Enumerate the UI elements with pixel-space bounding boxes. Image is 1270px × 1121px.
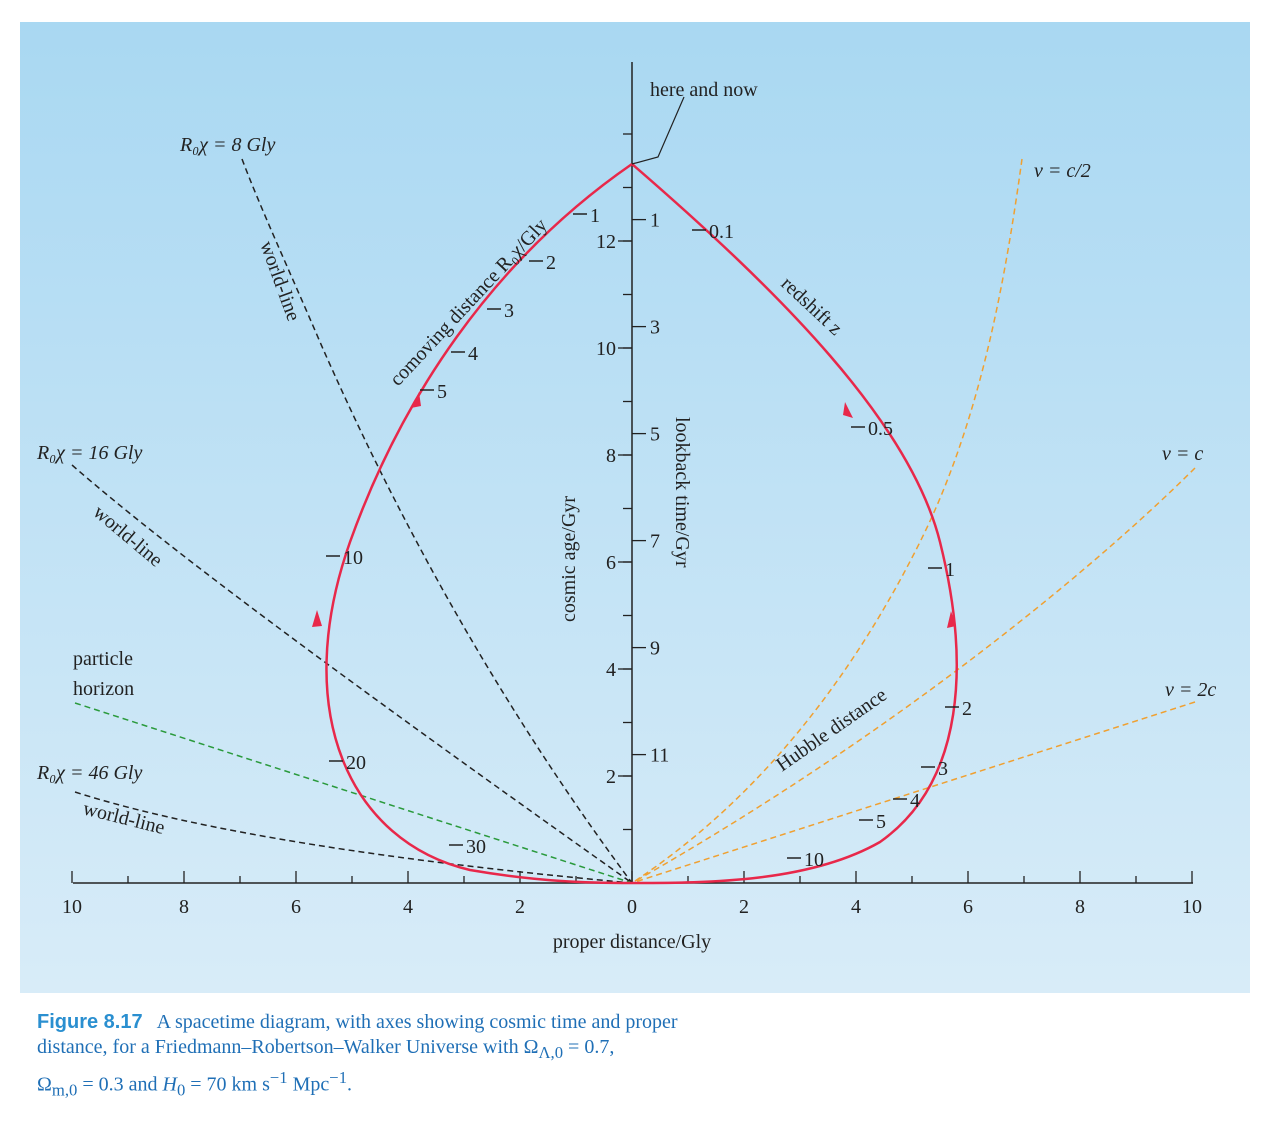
- caption-omega-lambda-sub: Λ,0: [538, 1043, 564, 1062]
- arrow-left-lower: [312, 610, 322, 627]
- caption-omega-m: Ω: [37, 1073, 52, 1096]
- particle-horizon-label-2: horizon: [73, 678, 134, 700]
- caption-end: .: [347, 1073, 353, 1096]
- caption-omega-lambda-val: = 0.7,: [563, 1036, 615, 1058]
- v-2c-label: v = 2c: [1165, 679, 1216, 701]
- x-tick-label: 4: [851, 896, 861, 918]
- worldline-8gly: [241, 158, 633, 884]
- lookback-tick-label: 5: [650, 424, 660, 446]
- redshift-tick-label: 0.1: [709, 221, 734, 243]
- x-tick-label: 6: [291, 896, 301, 918]
- r46-label: R₀χ = 46 Gly: [36, 762, 142, 784]
- lookback-tick-label: 1: [650, 210, 660, 232]
- x-tick-label: 6: [963, 896, 973, 918]
- x-tick-label: 4: [403, 896, 413, 918]
- figure-panel: 10 8 6 4 2 0 2 4 6 8 10 2 4 6 8 10 12 1 3 5 7 9 11 here and n…: [20, 22, 1250, 993]
- x-tick-label: 10: [62, 896, 82, 918]
- comoving-tick-label: 30: [466, 836, 486, 858]
- caption-h0-sub: 0: [176, 1080, 186, 1100]
- light-cone-right: [631, 163, 958, 885]
- here-and-now-pointer: [631, 96, 685, 165]
- redshift-ticks: 0.1 0.5 1 2 34 5 10: [692, 221, 972, 871]
- cosmic-age-tick-label: 2: [606, 766, 616, 788]
- caption-exp-1: −1: [269, 1068, 288, 1087]
- caption-text-2: distance, for a Friedmann–Robertson–Walk…: [37, 1036, 539, 1058]
- particle-horizon-label-1: particle: [73, 648, 133, 670]
- caption-h0-val: = 70 km s: [185, 1073, 270, 1096]
- lookback-tick-label: 11: [650, 745, 669, 767]
- y-axis-ticks: 2 4 6 8 10 12 1 3 5 7 9 11: [596, 133, 669, 831]
- caption-line-1: Figure 8.17 A spacetime diagram, with axe…: [37, 1010, 937, 1035]
- light-cone-left: [325, 162, 633, 885]
- cosmic-age-tick-label: 8: [606, 445, 616, 467]
- comoving-tick-label: 5: [437, 381, 447, 403]
- comoving-tick-label: 1: [590, 205, 600, 227]
- caption-omega-m-sub: m,0: [51, 1080, 78, 1100]
- here-and-now-label: here and now: [650, 79, 758, 101]
- past-light-cone: [325, 162, 958, 885]
- redshift-tick-label: 10: [804, 849, 824, 871]
- cosmic-age-tick-label: 6: [606, 552, 616, 574]
- comoving-distance-ticks: 1 2 3 45 10 20 30: [326, 205, 600, 858]
- worldline-16gly: [71, 464, 633, 884]
- lookback-tick-label: 9: [650, 638, 660, 660]
- worldline-46gly: [74, 791, 633, 884]
- x-tick-label: 10: [1182, 896, 1202, 918]
- r16-label: R₀χ = 16 Gly: [36, 442, 142, 464]
- x-tick-label: 8: [179, 896, 189, 918]
- redshift-tick-label: 1: [945, 559, 955, 581]
- lookback-tick-label: 3: [650, 317, 660, 339]
- cosmic-age-tick-label: 10: [596, 338, 616, 360]
- particle-horizon-line: [74, 702, 633, 884]
- caption-omega-m-val: = 0.3 and: [77, 1073, 163, 1096]
- figure-caption: Figure 8.17 A spacetime diagram, with axe…: [37, 1010, 937, 1103]
- caption-h0: H: [162, 1073, 177, 1096]
- velocity-line-c-half: [631, 158, 1023, 884]
- arrow-right-lower: [947, 611, 956, 628]
- arrow-left-upper: [411, 392, 421, 408]
- comoving-tick-label: 2: [546, 252, 556, 274]
- velocity-line-c: [631, 467, 1196, 884]
- arrow-right-upper: [843, 402, 853, 418]
- lookback-title: lookback time/Gyr: [671, 417, 693, 568]
- redshift-tick-label: 5: [876, 811, 886, 833]
- comoving-tick-label: 3: [504, 300, 514, 322]
- velocity-line-2c: [631, 701, 1196, 884]
- caption-exp-2: −1: [329, 1068, 348, 1087]
- comoving-tick-label: 4: [468, 343, 478, 365]
- worldlines: [71, 158, 1196, 884]
- comoving-tick-label: 10: [343, 547, 363, 569]
- x-axis-ticks: 10 8 6 4 2 0 2 4 6 8 10: [62, 871, 1202, 918]
- x-tick-label: 0: [627, 896, 637, 918]
- v-half-label: v = c/2: [1034, 160, 1091, 182]
- caption-line-3: Ωm,0 = 0.3 and H0 = 70 km s−1 Mpc−1.: [37, 1065, 937, 1103]
- r8-label: R₀χ = 8 Gly: [179, 134, 275, 156]
- lookback-tick-label: 7: [650, 531, 660, 553]
- caption-text-1: A spacetime diagram, with axes showing c…: [156, 1011, 678, 1033]
- redshift-tick-label: 0.5: [868, 418, 893, 440]
- redshift-tick-label: 4: [910, 790, 920, 812]
- cosmic-age-tick-label: 12: [596, 231, 616, 253]
- x-axis-title: proper distance/Gly: [553, 931, 711, 953]
- figure-number: Figure 8.17: [37, 1011, 143, 1033]
- caption-mpc: Mpc: [287, 1073, 330, 1096]
- redshift-tick-label: 2: [962, 698, 972, 720]
- x-tick-label: 2: [515, 896, 525, 918]
- caption-line-2: distance, for a Friedmann–Robertson–Walk…: [37, 1035, 937, 1065]
- redshift-tick-label: 3: [938, 758, 948, 780]
- cosmic-age-title: cosmic age/Gyr: [558, 496, 580, 622]
- panel-background: [20, 22, 1250, 993]
- x-tick-label: 2: [739, 896, 749, 918]
- comoving-tick-label: 20: [346, 752, 366, 774]
- x-tick-label: 8: [1075, 896, 1085, 918]
- v-c-label: v = c: [1162, 443, 1203, 465]
- light-cone-arrows: [312, 392, 956, 628]
- cosmic-age-tick-label: 4: [606, 659, 616, 681]
